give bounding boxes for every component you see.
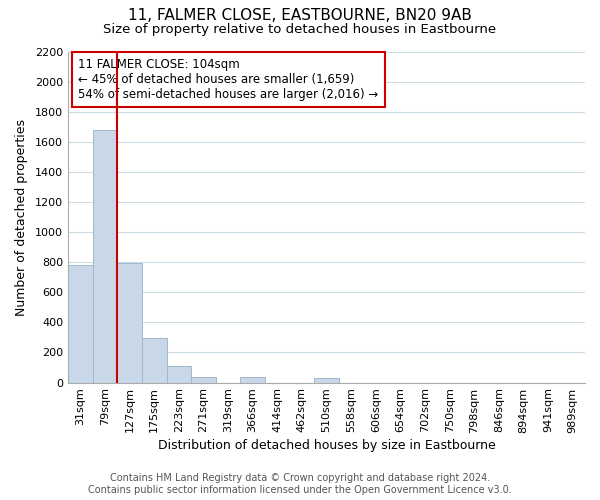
- Bar: [241, 377, 265, 382]
- Bar: [167, 366, 191, 382]
- Bar: [68, 265, 92, 382]
- X-axis label: Distribution of detached houses by size in Eastbourne: Distribution of detached houses by size …: [158, 440, 496, 452]
- Y-axis label: Number of detached properties: Number of detached properties: [15, 118, 28, 316]
- Text: 11, FALMER CLOSE, EASTBOURNE, BN20 9AB: 11, FALMER CLOSE, EASTBOURNE, BN20 9AB: [128, 8, 472, 22]
- Bar: [92, 130, 117, 382]
- Bar: [117, 263, 142, 382]
- Text: 11 FALMER CLOSE: 104sqm
← 45% of detached houses are smaller (1,659)
54% of semi: 11 FALMER CLOSE: 104sqm ← 45% of detache…: [79, 58, 379, 101]
- Bar: [191, 377, 216, 382]
- Bar: [142, 338, 167, 382]
- Text: Size of property relative to detached houses in Eastbourne: Size of property relative to detached ho…: [103, 22, 497, 36]
- Text: Contains HM Land Registry data © Crown copyright and database right 2024.
Contai: Contains HM Land Registry data © Crown c…: [88, 474, 512, 495]
- Bar: [314, 378, 339, 382]
